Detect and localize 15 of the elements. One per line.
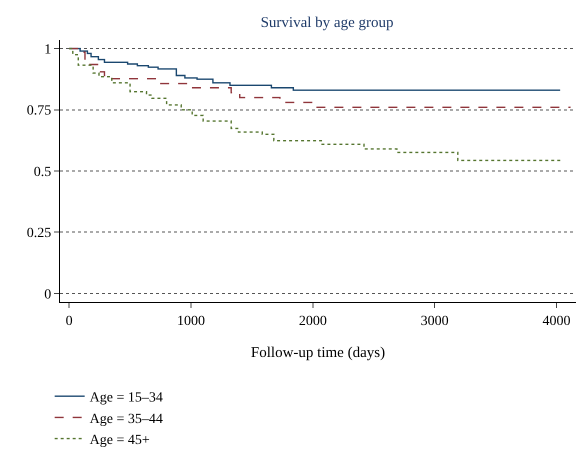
y-tick-label: 0 bbox=[44, 287, 52, 302]
x-axis-title: Follow-up time (days) bbox=[250, 345, 386, 361]
legend-label: Age = 15–34 bbox=[90, 390, 163, 406]
y-tick-label: 0.5 bbox=[34, 164, 52, 180]
chart-title: Survival by age group bbox=[260, 14, 394, 31]
y-tick-label: 1 bbox=[44, 42, 52, 58]
x-tick-label: 3000 bbox=[420, 314, 449, 329]
y-tick-label: 0.25 bbox=[26, 226, 52, 242]
legend-label: Age = 45+ bbox=[90, 433, 150, 448]
y-tick-label: 0.75 bbox=[26, 104, 52, 119]
legend-label: Age = 35–44 bbox=[90, 412, 163, 427]
x-tick-label: 2000 bbox=[298, 314, 327, 329]
x-tick-label: 1000 bbox=[176, 314, 205, 329]
x-tick-label: 4000 bbox=[542, 314, 571, 329]
x-tick-label: 0 bbox=[66, 314, 73, 329]
